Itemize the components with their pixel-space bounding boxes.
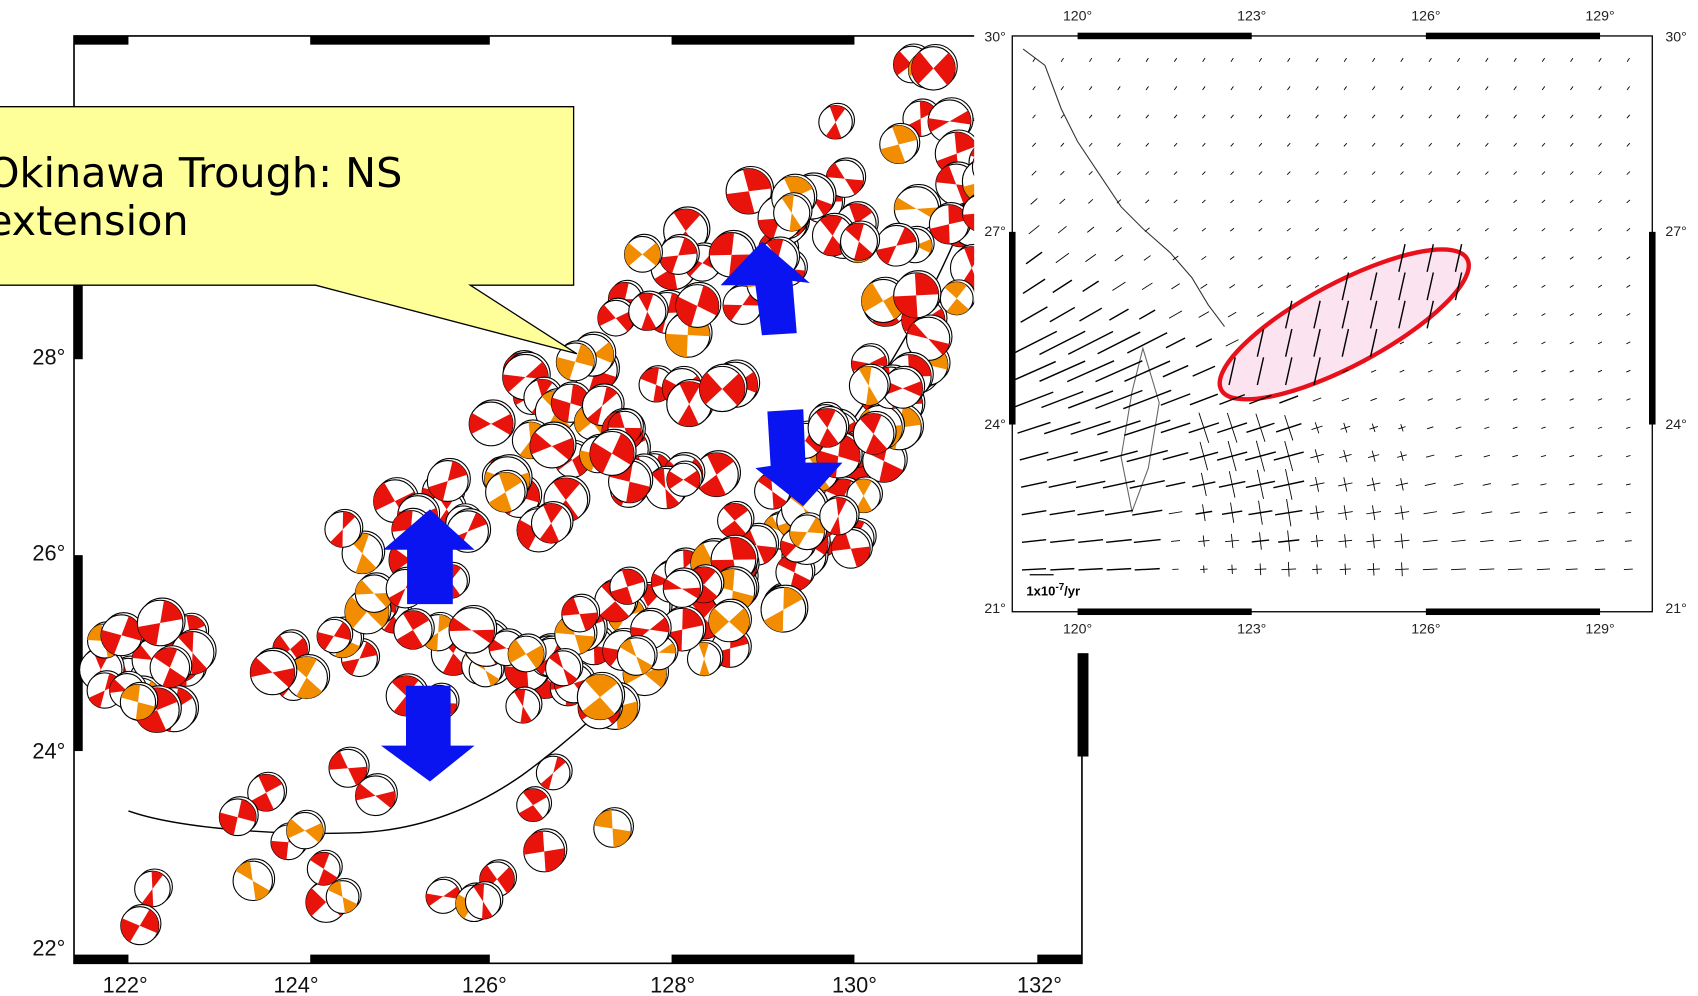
frame-bar xyxy=(1078,33,1252,40)
frame-bar xyxy=(672,36,855,45)
x-tick-label: 126° xyxy=(462,973,507,996)
y-tick-label: 21° xyxy=(984,600,1005,616)
strain-vector xyxy=(1317,564,1318,574)
frame-bar xyxy=(1649,232,1656,425)
strain-vector xyxy=(1595,569,1605,570)
y-tick-label: 22° xyxy=(32,936,65,961)
frame-bar xyxy=(1009,232,1016,425)
frame-bar xyxy=(74,555,83,751)
frame-bar xyxy=(1426,608,1600,615)
frame-bar xyxy=(74,955,128,964)
x-tick-label: 128° xyxy=(650,973,695,996)
x-tick-label: 129° xyxy=(1585,8,1614,24)
x-tick-label: 126° xyxy=(1411,8,1440,24)
frame-bar xyxy=(672,955,855,964)
frame-bar xyxy=(310,955,490,964)
scale-label: 1x10-7/yr xyxy=(1026,582,1080,598)
x-tick-label: 124° xyxy=(274,973,319,996)
x-tick-label: 120° xyxy=(1063,621,1092,637)
x-tick-label: 120° xyxy=(1063,8,1092,24)
x-tick-label: 129° xyxy=(1585,621,1614,637)
x-tick-label: 132° xyxy=(1017,973,1062,996)
callout-line: Okinawa Trough: NS xyxy=(0,149,402,197)
figure: Okinawa Trough: NS extension 122° 124° 126… xyxy=(0,0,1698,996)
scale-unit: /yr xyxy=(1064,583,1080,598)
y-tick-label: 24° xyxy=(32,739,65,764)
frame-bar xyxy=(1426,33,1600,40)
frame-bar xyxy=(1037,955,1082,964)
frame-bar xyxy=(1078,608,1252,615)
y-tick-label: 21° xyxy=(1665,600,1686,616)
x-tick-label: 123° xyxy=(1237,8,1266,24)
y-tick-label: 27° xyxy=(1665,223,1686,239)
strain-vector xyxy=(1345,564,1346,575)
strain-rate-map: 1x10-7/yr 120° 120° 123° 123° 126° 126° 129° 12… xyxy=(974,0,1698,653)
strain-vector xyxy=(1232,565,1233,574)
y-tick-label: 30° xyxy=(1665,28,1686,44)
x-tick-label: 130° xyxy=(832,973,877,996)
y-tick-label: 24° xyxy=(984,416,1005,432)
frame-bar xyxy=(310,36,490,45)
y-tick-label: 30° xyxy=(984,28,1005,44)
y-tick-label: 24° xyxy=(1665,416,1686,432)
x-tick-label: 126° xyxy=(1411,621,1440,637)
x-tick-label: 123° xyxy=(1237,621,1266,637)
page: { "callout": {"lines": ["Okinawa Trough:… xyxy=(0,0,1698,996)
y-tick-label: 26° xyxy=(32,541,65,566)
y-tick-label: 27° xyxy=(984,223,1005,239)
scale-base: 1x10 xyxy=(1026,583,1055,598)
x-tick-label: 122° xyxy=(103,973,148,996)
frame-bar xyxy=(74,36,128,45)
ball xyxy=(325,512,361,548)
y-tick-label: 28° xyxy=(32,345,65,370)
frame-bar xyxy=(1078,653,1089,756)
callout-line: extension xyxy=(0,197,189,245)
